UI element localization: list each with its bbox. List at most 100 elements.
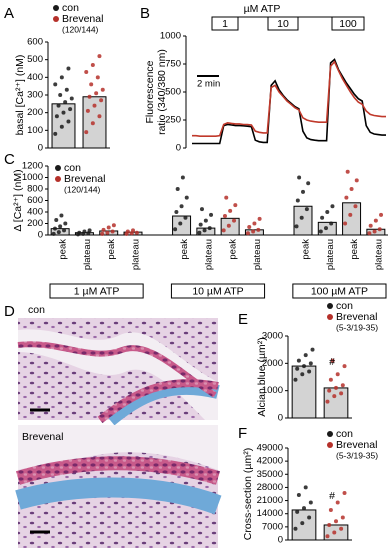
x-tick-label: peak — [179, 239, 190, 260]
data-point — [323, 226, 328, 231]
y-tick-label: 300 — [27, 90, 43, 101]
epithelium — [15, 456, 220, 485]
legend-marker — [327, 431, 333, 437]
y-tick-label: 0 — [38, 230, 43, 241]
data-point — [110, 229, 115, 234]
data-point — [94, 91, 99, 96]
legend-marker — [327, 303, 333, 309]
y-tick-label: 49000 — [257, 443, 283, 454]
data-point — [207, 226, 212, 231]
stimulus-label: 100 — [339, 18, 357, 30]
panel-letter: C — [4, 151, 15, 168]
image-label: Brevenal — [22, 431, 63, 443]
data-point — [202, 228, 207, 233]
x-tick-label: peak — [106, 239, 117, 260]
data-point — [82, 229, 87, 234]
x-tick-label: plateau — [203, 239, 214, 270]
data-point — [256, 227, 261, 232]
data-point — [198, 222, 203, 227]
y-tick-label: 250 — [165, 115, 181, 126]
legend-marker — [53, 5, 59, 11]
data-point — [325, 399, 330, 404]
data-point — [339, 391, 344, 396]
data-point — [368, 223, 373, 228]
legend-marker — [327, 314, 333, 320]
data-point — [328, 507, 333, 512]
data-point — [302, 506, 306, 511]
data-point — [56, 230, 61, 235]
data-point — [99, 98, 104, 103]
stimulus-box — [211, 16, 239, 31]
histology-con — [17, 318, 220, 426]
y-axis-label: Fluorescence — [144, 60, 156, 123]
y-axis-label: basal [Ca²⁺] (nM) — [14, 55, 26, 136]
data-point — [247, 224, 252, 229]
data-point — [197, 230, 202, 235]
data-point — [330, 204, 335, 209]
data-point — [257, 216, 262, 221]
data-point — [308, 361, 313, 366]
data-point — [343, 221, 348, 226]
data-point — [179, 204, 184, 209]
data-point — [349, 187, 354, 191]
data-point — [54, 218, 59, 223]
data-point — [342, 364, 347, 369]
data-point — [184, 195, 189, 200]
scale-bar-label: 2 min — [197, 79, 220, 90]
legend-label: Brevenal — [336, 439, 377, 451]
x-tick-label: plateau — [252, 239, 263, 270]
data-point — [100, 231, 105, 236]
data-point — [320, 215, 325, 220]
data-point — [92, 103, 97, 108]
group-label: 100 µM ATP — [311, 285, 368, 297]
data-point — [296, 358, 301, 363]
data-point — [340, 383, 345, 388]
data-point — [56, 103, 61, 108]
data-point — [303, 485, 308, 490]
y-tick-label: 0 — [278, 535, 283, 546]
group-box — [292, 283, 387, 299]
y-tick-label: 800 — [27, 184, 43, 195]
data-point — [85, 108, 90, 113]
data-point — [295, 366, 300, 371]
data-point — [52, 226, 57, 231]
legend-label: Brevenal — [336, 311, 377, 323]
data-point — [233, 203, 238, 208]
group-label: 10 µM ATP — [192, 285, 243, 297]
y-axis-label: Alcian blue (µm²) — [256, 337, 268, 417]
y-tick-label: 0 — [278, 413, 283, 424]
legend-label: con — [336, 300, 353, 312]
group-box — [170, 283, 266, 299]
trace — [192, 58, 386, 145]
bar — [291, 509, 317, 541]
data-point — [90, 62, 95, 67]
data-point — [353, 204, 358, 209]
data-point — [335, 500, 340, 505]
y-tick-label: 42000 — [257, 456, 283, 467]
data-point — [106, 225, 111, 230]
annotation: # — [329, 356, 335, 368]
data-point — [330, 358, 335, 363]
y-tick-label: 1000 — [262, 385, 283, 396]
stimulus-box — [267, 16, 299, 31]
data-point — [327, 522, 332, 527]
x-tick-label: peak — [58, 239, 69, 260]
data-point — [131, 228, 135, 233]
data-point — [51, 231, 56, 236]
data-point — [62, 228, 67, 233]
bar — [342, 202, 362, 236]
data-point — [178, 221, 183, 226]
data-point — [199, 207, 204, 212]
stimulus-label: 1 — [222, 18, 228, 30]
data-point — [339, 526, 344, 531]
data-point — [325, 210, 330, 214]
data-point — [97, 54, 102, 59]
data-point — [373, 218, 378, 223]
data-point — [87, 228, 92, 233]
y-tick-label: 750 — [165, 59, 181, 70]
data-point — [101, 227, 106, 232]
data-point — [59, 213, 64, 218]
epithelium — [17, 341, 217, 398]
data-point — [53, 131, 58, 136]
